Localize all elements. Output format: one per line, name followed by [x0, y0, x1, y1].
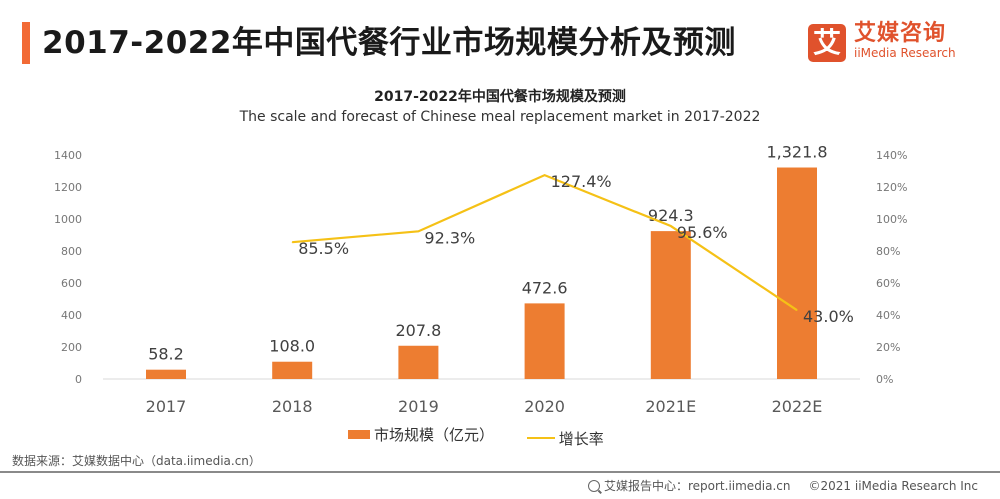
right-axis-tick-label: 120%: [876, 181, 907, 194]
x-axis-category-label: 2020: [524, 397, 565, 416]
footer: 艾媒报告中心：report.iimedia.cn ©2021 iiMedia R…: [587, 477, 978, 494]
x-axis-category-label: 2021E: [645, 397, 696, 416]
chart-title: 2017-2022年中国代餐市场规模及预测: [374, 89, 626, 105]
legend-bar-swatch-icon: [348, 430, 370, 439]
bar-market-size: [650, 231, 691, 379]
report-search-icon: [587, 479, 600, 492]
legend-label-growth-rate: 增长率: [558, 429, 604, 448]
left-axis-tick-label: 1400: [54, 149, 82, 162]
right-axis-tick-label: 80%: [876, 245, 900, 258]
legend-line-swatch-icon: [526, 437, 555, 439]
right-axis-tick-label: 20%: [876, 341, 900, 354]
line-point-growth-rate: [291, 241, 293, 243]
bar-market-size: [146, 369, 186, 379]
left-axis-tick-label: 0: [75, 373, 82, 386]
line-data-label: 92.3%: [424, 228, 475, 247]
chart-subtitle: The scale and forecast of Chinese meal r…: [239, 109, 761, 125]
legend-item-market-size: 市场规模（亿元）: [348, 424, 494, 445]
imedia-logo: 艾 艾媒咨询 iiMedia Research: [808, 22, 988, 62]
footer-copyright: ©2021 iiMedia Research Inc: [808, 478, 978, 493]
data-source: 数据来源：艾媒数据中心（data.iimedia.cn）: [12, 454, 261, 468]
chart-legend: 市场规模（亿元） 增长率: [348, 424, 632, 448]
line-data-label: 43.0%: [803, 307, 854, 326]
left-axis-tick-label: 200: [61, 341, 82, 354]
right-axis-tick-label: 40%: [876, 309, 900, 322]
left-axis-tick-label: 1200: [54, 181, 82, 194]
title-accent-bar: [22, 22, 30, 64]
x-axis-category-label: 2018: [272, 397, 313, 416]
bar-market-size: [398, 345, 439, 379]
bar-data-label: 472.6: [522, 278, 568, 297]
line-data-label: 127.4%: [551, 172, 612, 191]
bar-market-size: [272, 361, 313, 379]
footer-divider: [0, 471, 1000, 473]
left-axis-tick-label: 800: [61, 245, 82, 258]
x-axis-category-label: 2019: [398, 397, 439, 416]
bar-data-label: 108.0: [269, 337, 315, 356]
bar-market-size: [777, 167, 817, 379]
bar-data-label: 207.8: [395, 321, 441, 340]
right-axis-tick-label: 60%: [876, 277, 900, 290]
left-axis-tick-label: 400: [61, 309, 82, 322]
logo-name-cn: 艾媒咨询: [854, 21, 947, 46]
bar-data-label: 1,321.8: [766, 143, 827, 162]
right-axis-tick-label: 0%: [876, 373, 893, 386]
line-point-growth-rate: [417, 230, 419, 232]
logo-name-en: iiMedia Research: [854, 46, 956, 60]
logo-mark-icon: 艾: [808, 24, 846, 62]
bar-market-size: [524, 303, 565, 379]
line-data-label: 85.5%: [298, 239, 349, 258]
right-axis-tick-label: 140%: [876, 149, 907, 162]
footer-report-center: 艾媒报告中心：report.iimedia.cn: [603, 479, 791, 493]
left-axis-tick-label: 1000: [54, 213, 82, 226]
right-axis-tick-label: 100%: [876, 213, 907, 226]
x-axis-category-label: 2022E: [772, 397, 823, 416]
line-point-growth-rate: [544, 174, 546, 176]
page-title: 2017-2022年中国代餐行业市场规模分析及预测: [42, 25, 736, 61]
legend-label-market-size: 市场规模（亿元）: [374, 426, 495, 444]
legend-item-growth-rate: 增长率: [526, 428, 604, 449]
line-data-label: 95.6%: [677, 223, 728, 242]
line-point-growth-rate: [796, 309, 798, 311]
line-point-growth-rate: [670, 225, 672, 227]
x-axis-category-label: 2017: [146, 397, 187, 416]
bar-data-label: 58.2: [148, 345, 184, 364]
left-axis-tick-label: 600: [61, 277, 82, 290]
